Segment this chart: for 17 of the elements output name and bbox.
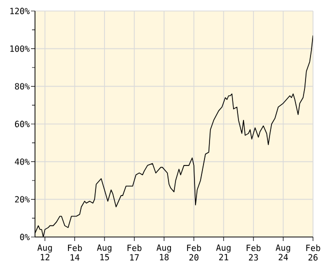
y-tick-label: 120%: [10, 8, 30, 14]
x-tick-label: Feb 20: [187, 244, 202, 261]
y-tick-label: 60%: [15, 120, 30, 128]
x-tick-label: Feb 14: [68, 244, 82, 260]
x-tick-label: Feb 23: [246, 244, 261, 261]
y-tick-label: 40%: [14, 158, 30, 165]
x-tick-label: Feb 17: [128, 244, 142, 260]
y-tick-label: 100%: [10, 45, 30, 52]
y-tick-label: 20%: [15, 196, 30, 203]
x-tick-label: Aug 24: [276, 244, 290, 260]
x-tick-label: Aug 18: [156, 244, 171, 260]
y-tick-label: 0%: [20, 234, 30, 240]
y-tick-label: 80%: [15, 83, 30, 90]
x-tick-label: Aug 21: [216, 244, 231, 260]
x-tick-label: Aug 12: [37, 244, 52, 260]
x-tick-label: Feb 26: [306, 244, 320, 261]
x-tick-label: Aug 15: [96, 244, 112, 260]
